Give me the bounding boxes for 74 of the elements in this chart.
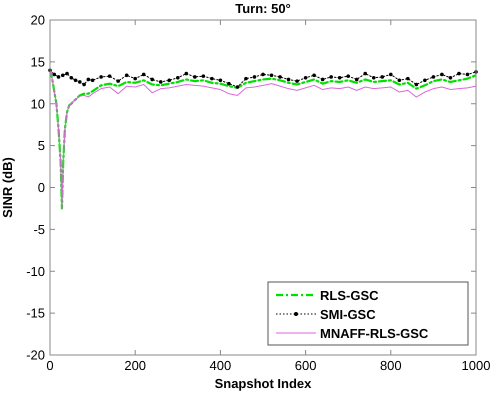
point [338,76,342,80]
point [218,78,222,82]
point [329,75,333,79]
point [457,72,461,76]
y-tick-label: 0 [38,180,45,195]
x-tick-label: 600 [294,358,316,373]
point [278,75,282,79]
y-tick-label: 10 [30,96,45,112]
point [82,82,86,86]
y-tick-label: 15 [30,54,45,70]
point [244,76,248,80]
point [304,76,308,80]
y-axis-title: SINR (dB) [0,157,15,218]
point [210,76,214,80]
point [193,75,197,79]
point [78,80,82,84]
point [70,76,74,80]
y-tick-label: -15 [26,306,45,321]
point [108,74,112,78]
point [74,78,78,82]
point [432,75,436,79]
point [406,76,410,80]
point [133,76,137,80]
point [86,78,90,82]
point [286,78,290,82]
point [363,72,368,76]
point [423,78,427,82]
point [116,79,120,83]
point [466,72,470,76]
point [389,72,393,76]
point [167,78,172,82]
x-tick-label: 200 [124,358,146,373]
point [320,78,324,82]
point [124,73,128,78]
y-tick-label: 20 [30,12,45,28]
point [414,82,418,86]
point [312,73,316,78]
point [142,72,146,76]
point [52,72,56,76]
point [202,74,206,78]
y-tick-label: -5 [33,222,45,237]
y-tick-label: -10 [26,264,45,279]
point [236,85,240,89]
point [346,74,350,78]
point [99,75,103,79]
x-tick-label: 400 [210,358,232,373]
legend-label: RLS-GSC [320,288,380,303]
y-tick-label: 5 [38,138,45,154]
y-tick-label: -20 [26,348,45,362]
point [252,75,256,79]
point [295,79,299,83]
point [176,76,180,80]
point [90,78,94,82]
point [184,72,188,76]
x-axis-title: Snapshot Index [214,376,312,391]
point [440,72,444,76]
point [65,72,69,76]
point [150,78,154,82]
point [56,75,60,79]
point [372,76,376,80]
point [380,75,384,79]
chart-title: Turn: 50° [235,1,291,16]
point [158,80,163,84]
point [398,78,402,82]
point [270,73,274,78]
point [354,78,359,82]
point [227,82,231,86]
point [60,73,65,78]
legend-label: MNAFF-RLS-GSC [320,326,429,341]
point [448,76,452,80]
point [261,72,265,76]
x-tick-label: 800 [380,358,402,373]
x-tick-label: 1000 [462,358,490,373]
legend-label: SMI-GSC [320,307,376,322]
